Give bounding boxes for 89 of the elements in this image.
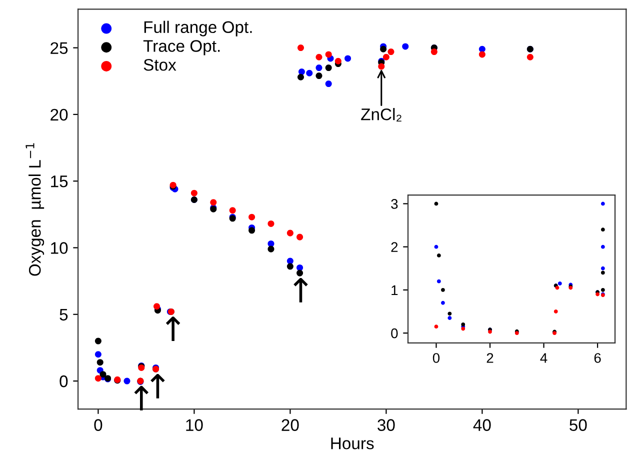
point <box>94 375 102 382</box>
point <box>434 244 438 249</box>
x-tick-label: 2 <box>486 353 494 363</box>
x-tick-label: 10 <box>186 419 203 431</box>
point <box>600 270 605 275</box>
point <box>229 207 236 214</box>
point <box>430 48 438 56</box>
y-tick-label: 5 <box>60 308 68 321</box>
y-tick-label: 15 <box>51 176 68 188</box>
point <box>96 359 104 366</box>
point <box>248 214 256 220</box>
point <box>334 58 342 64</box>
point <box>268 220 274 227</box>
y-tick-label: 0 <box>391 328 398 338</box>
point <box>316 64 322 72</box>
point <box>380 46 387 52</box>
y-tick-label: 10 <box>51 242 68 254</box>
point <box>600 244 605 249</box>
point <box>316 72 322 80</box>
point <box>268 246 274 252</box>
x-tick-label: 4 <box>540 353 548 363</box>
y-tick-label: 25 <box>50 42 68 54</box>
x-tick-label: 0 <box>94 419 102 431</box>
legend-label: Full range Opt. <box>144 20 252 36</box>
point <box>448 316 452 320</box>
point <box>248 227 256 234</box>
point <box>297 74 304 80</box>
x-tick-label: 0 <box>432 353 440 363</box>
point <box>325 64 332 72</box>
y-tick-label: 1 <box>392 285 398 295</box>
annotation: ↑ <box>166 316 180 342</box>
point <box>94 338 102 344</box>
point <box>94 351 102 358</box>
point <box>296 264 304 271</box>
point <box>296 234 304 240</box>
point <box>440 288 445 292</box>
point <box>600 288 605 292</box>
point <box>100 371 106 378</box>
point <box>378 63 385 70</box>
legend-label: Trace Opt. <box>143 40 220 56</box>
point <box>153 303 160 310</box>
point <box>325 51 332 58</box>
point <box>402 43 409 50</box>
point <box>554 310 558 314</box>
y-tick-label: 2 <box>391 242 398 252</box>
annotation: ZnCl₂ <box>361 108 402 122</box>
point <box>434 202 438 206</box>
point <box>448 312 452 316</box>
y-tick-label: 0 <box>60 375 68 388</box>
point <box>286 263 294 270</box>
point <box>461 322 466 326</box>
point <box>316 54 322 60</box>
point <box>478 51 486 58</box>
point <box>436 279 441 284</box>
point <box>478 46 486 52</box>
point <box>306 70 313 76</box>
point <box>388 48 394 56</box>
point <box>297 44 304 52</box>
point <box>344 55 352 62</box>
point <box>286 230 294 236</box>
point <box>190 190 198 196</box>
x-tick-label: 20 <box>282 419 299 431</box>
point <box>296 270 304 276</box>
annotation: ↑ <box>294 278 308 302</box>
point <box>382 54 390 60</box>
point <box>526 54 534 60</box>
x-tick-label: 40 <box>473 419 491 431</box>
point <box>440 300 445 305</box>
point <box>298 68 305 76</box>
y-tick-label: 20 <box>50 108 68 121</box>
y-axis-title: Oxygen µmol L$^{−1}$ <box>26 143 44 276</box>
x-axis-title: Hours <box>331 438 374 450</box>
point <box>558 282 562 286</box>
x-tick-label: 30 <box>378 419 395 431</box>
annotation: ↑ <box>150 374 165 398</box>
point <box>434 324 438 329</box>
point <box>268 240 274 247</box>
point <box>600 266 605 270</box>
legend-label: Stox <box>144 58 176 71</box>
x-tick-label: 6 <box>594 353 601 363</box>
point <box>600 202 605 206</box>
point <box>600 228 605 232</box>
y-tick-label: 3 <box>391 199 398 209</box>
point <box>210 199 217 206</box>
annotation: ↑ <box>134 386 148 410</box>
point <box>325 80 332 88</box>
x-tick-label: 50 <box>570 419 587 431</box>
point <box>436 253 441 258</box>
point <box>124 378 130 384</box>
